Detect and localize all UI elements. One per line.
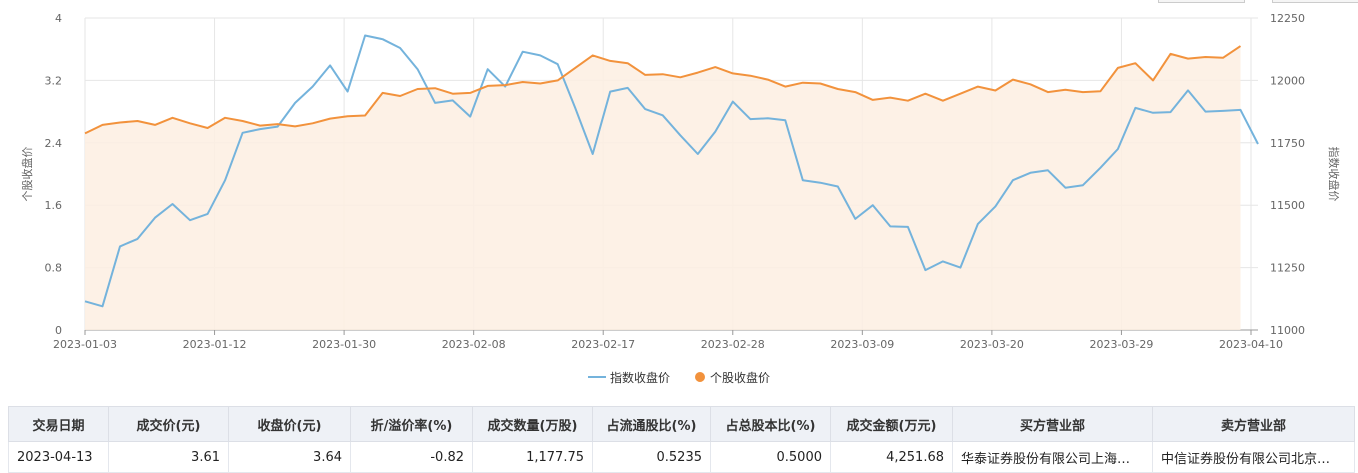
- left-axis-tick-label: 2.4: [45, 137, 63, 150]
- series-area-stock-close: [85, 46, 1241, 330]
- header-close-price[interactable]: 收盘价(元): [228, 406, 351, 442]
- right-axis-tick-label: 11750: [1270, 137, 1305, 150]
- header-buyer[interactable]: 买方营业部: [952, 406, 1153, 442]
- x-axis-tick-label: 2023-03-09: [830, 338, 894, 351]
- right-axis-label: 指数收盘价: [1327, 147, 1341, 202]
- x-axis-tick-label: 2023-01-30: [312, 338, 376, 351]
- x-axis-tick-label: 2023-03-29: [1089, 338, 1153, 351]
- header-trade-date[interactable]: 交易日期: [8, 406, 109, 442]
- header-total-ratio[interactable]: 占总股本比(%): [710, 406, 831, 442]
- x-axis-tick-label: 2023-02-28: [701, 338, 765, 351]
- header-trade-price[interactable]: 成交价(元): [108, 406, 229, 442]
- header-float-ratio[interactable]: 占流通股比(%): [592, 406, 711, 442]
- left-axis-tick-label: 0.8: [45, 262, 63, 275]
- left-axis-tick-label: 1.6: [45, 199, 63, 212]
- chart-svg: 0 11000 0.8 11250 1.6 11500 2.4 11750 3.2 12000 4 1…: [20, 12, 1341, 385]
- header-volume[interactable]: 成交数量(万股): [472, 406, 593, 442]
- top-edge-box-right: [1272, 0, 1358, 3]
- right-axis-tick-label: 12000: [1270, 74, 1305, 87]
- legend-swatch-stock: [695, 372, 705, 382]
- right-axis-tick-label: 12250: [1270, 12, 1305, 25]
- x-axis-tick-label: 2023-04-10: [1219, 338, 1283, 351]
- left-axis-label: 个股收盘价: [20, 147, 34, 202]
- table-header-row: 交易日期 成交价(元) 收盘价(元) 折/溢价率(%) 成交数量(万股) 占流通…: [8, 406, 1355, 442]
- left-axis-tick-label: 3.2: [45, 74, 63, 87]
- series-line-stock-close: [84, 45, 1242, 135]
- x-axis-tick-label: 2023-02-08: [442, 338, 506, 351]
- x-axis-tick-label: 2023-01-12: [183, 338, 247, 351]
- left-axis-tick-label: 0: [55, 324, 62, 337]
- header-seller[interactable]: 卖方营业部: [1152, 406, 1355, 442]
- top-edge-box-left: [1158, 0, 1245, 3]
- series-line-index-close: [84, 34, 1259, 308]
- header-amount[interactable]: 成交金额(万元): [830, 406, 953, 442]
- right-axis-tick-label: 11000: [1270, 324, 1305, 337]
- x-axis-tick-label: 2023-01-03: [53, 338, 117, 351]
- left-axis-tick-label: 4: [55, 12, 62, 25]
- right-axis-tick-label: 11500: [1270, 199, 1305, 212]
- legend-label-index: 指数收盘价: [610, 370, 670, 385]
- x-axis-tick-label: 2023-03-20: [960, 338, 1024, 351]
- right-axis-tick-label: 11250: [1270, 262, 1305, 275]
- block-trade-table: 交易日期 成交价(元) 收盘价(元) 折/溢价率(%) 成交数量(万股) 占流通…: [8, 406, 1355, 473]
- header-premium-rate[interactable]: 折/溢价率(%): [350, 406, 473, 442]
- x-axis-tick-label: 2023-02-17: [571, 338, 635, 351]
- price-chart: 0 11000 0.8 11250 1.6 11500 2.4 11750 3.2 12000 4 1…: [20, 12, 1341, 385]
- legend-label-stock: 个股收盘价: [710, 370, 770, 385]
